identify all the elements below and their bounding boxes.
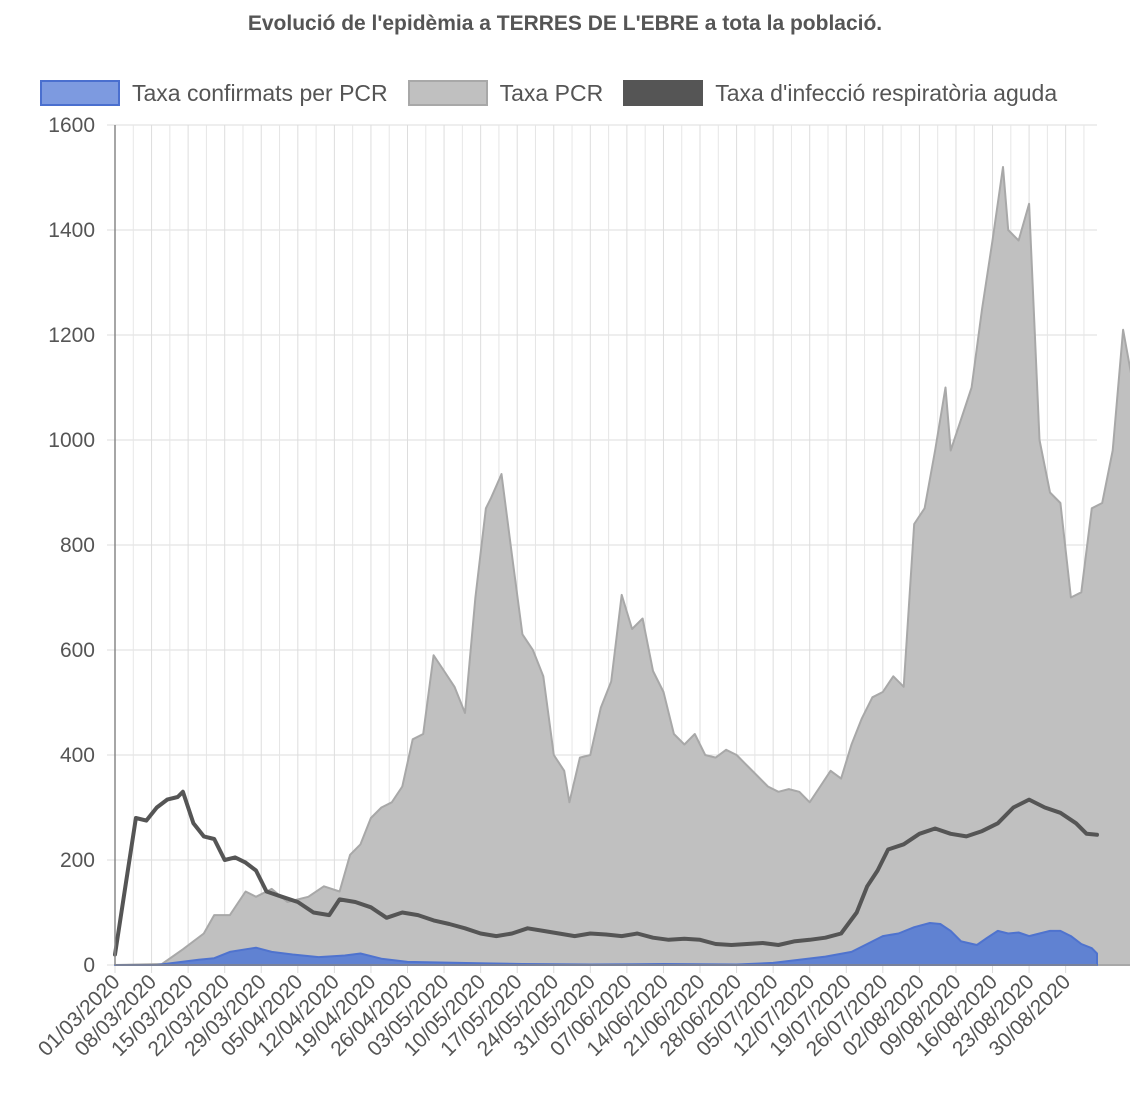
y-tick-label: 1000 bbox=[48, 429, 95, 452]
legend-item-ira[interactable]: Taxa d'infecció respiratòria aguda bbox=[623, 80, 1057, 107]
chart-legend: Taxa confirmats per PCR Taxa PCR Taxa d'… bbox=[40, 78, 1077, 108]
legend-label-ira: Taxa d'infecció respiratòria aguda bbox=[715, 79, 1058, 106]
y-tick-label: 200 bbox=[60, 849, 95, 872]
chart-title: Evolució de l'epidèmia a TERRES DE L'EBR… bbox=[247, 12, 883, 35]
y-tick-label: 600 bbox=[60, 639, 95, 662]
y-tick-label: 1200 bbox=[48, 324, 95, 347]
series-area-1 bbox=[114, 166, 1130, 966]
legend-item-confirmats[interactable]: Taxa confirmats per PCR bbox=[40, 80, 388, 107]
legend-swatch-ira bbox=[623, 80, 704, 106]
y-tick-label: 1600 bbox=[48, 114, 95, 137]
legend-swatch-confirmats bbox=[40, 80, 120, 106]
legend-label-confirmats: Taxa confirmats per PCR bbox=[132, 79, 388, 106]
y-tick-label: 0 bbox=[83, 954, 95, 977]
y-tick-label: 800 bbox=[60, 534, 95, 557]
y-tick-label: 400 bbox=[60, 744, 95, 767]
legend-label-pcr: Taxa PCR bbox=[499, 79, 604, 106]
y-tick-label: 1400 bbox=[48, 219, 95, 242]
series-line-2 bbox=[113, 789, 1099, 957]
series-area-0 bbox=[114, 922, 1098, 966]
legend-swatch-pcr bbox=[407, 80, 488, 106]
legend-item-pcr[interactable]: Taxa PCR bbox=[407, 79, 604, 107]
